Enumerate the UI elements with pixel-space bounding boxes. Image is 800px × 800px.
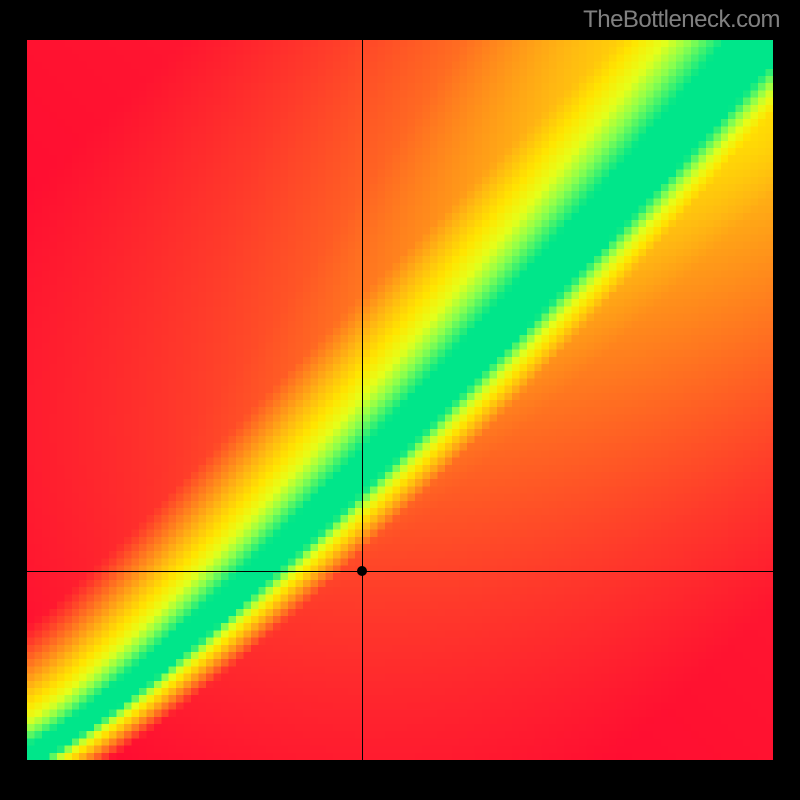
watermark-text: TheBottleneck.com [583,6,780,34]
heatmap-canvas [27,40,773,760]
crosshair-horizontal [27,571,773,572]
heatmap-chart [27,40,773,760]
crosshair-marker [357,566,367,576]
crosshair-vertical [362,40,363,760]
